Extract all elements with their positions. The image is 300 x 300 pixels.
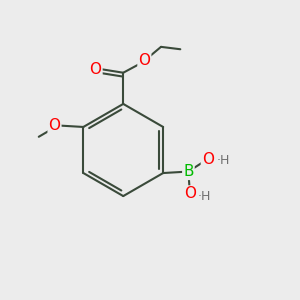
Text: O: O bbox=[202, 152, 214, 166]
Text: O: O bbox=[90, 62, 102, 77]
Text: ·H: ·H bbox=[197, 190, 211, 203]
Text: ·H: ·H bbox=[217, 154, 230, 167]
Text: O: O bbox=[49, 118, 61, 133]
Text: B: B bbox=[183, 164, 194, 179]
Text: O: O bbox=[184, 186, 196, 201]
Text: O: O bbox=[138, 53, 150, 68]
